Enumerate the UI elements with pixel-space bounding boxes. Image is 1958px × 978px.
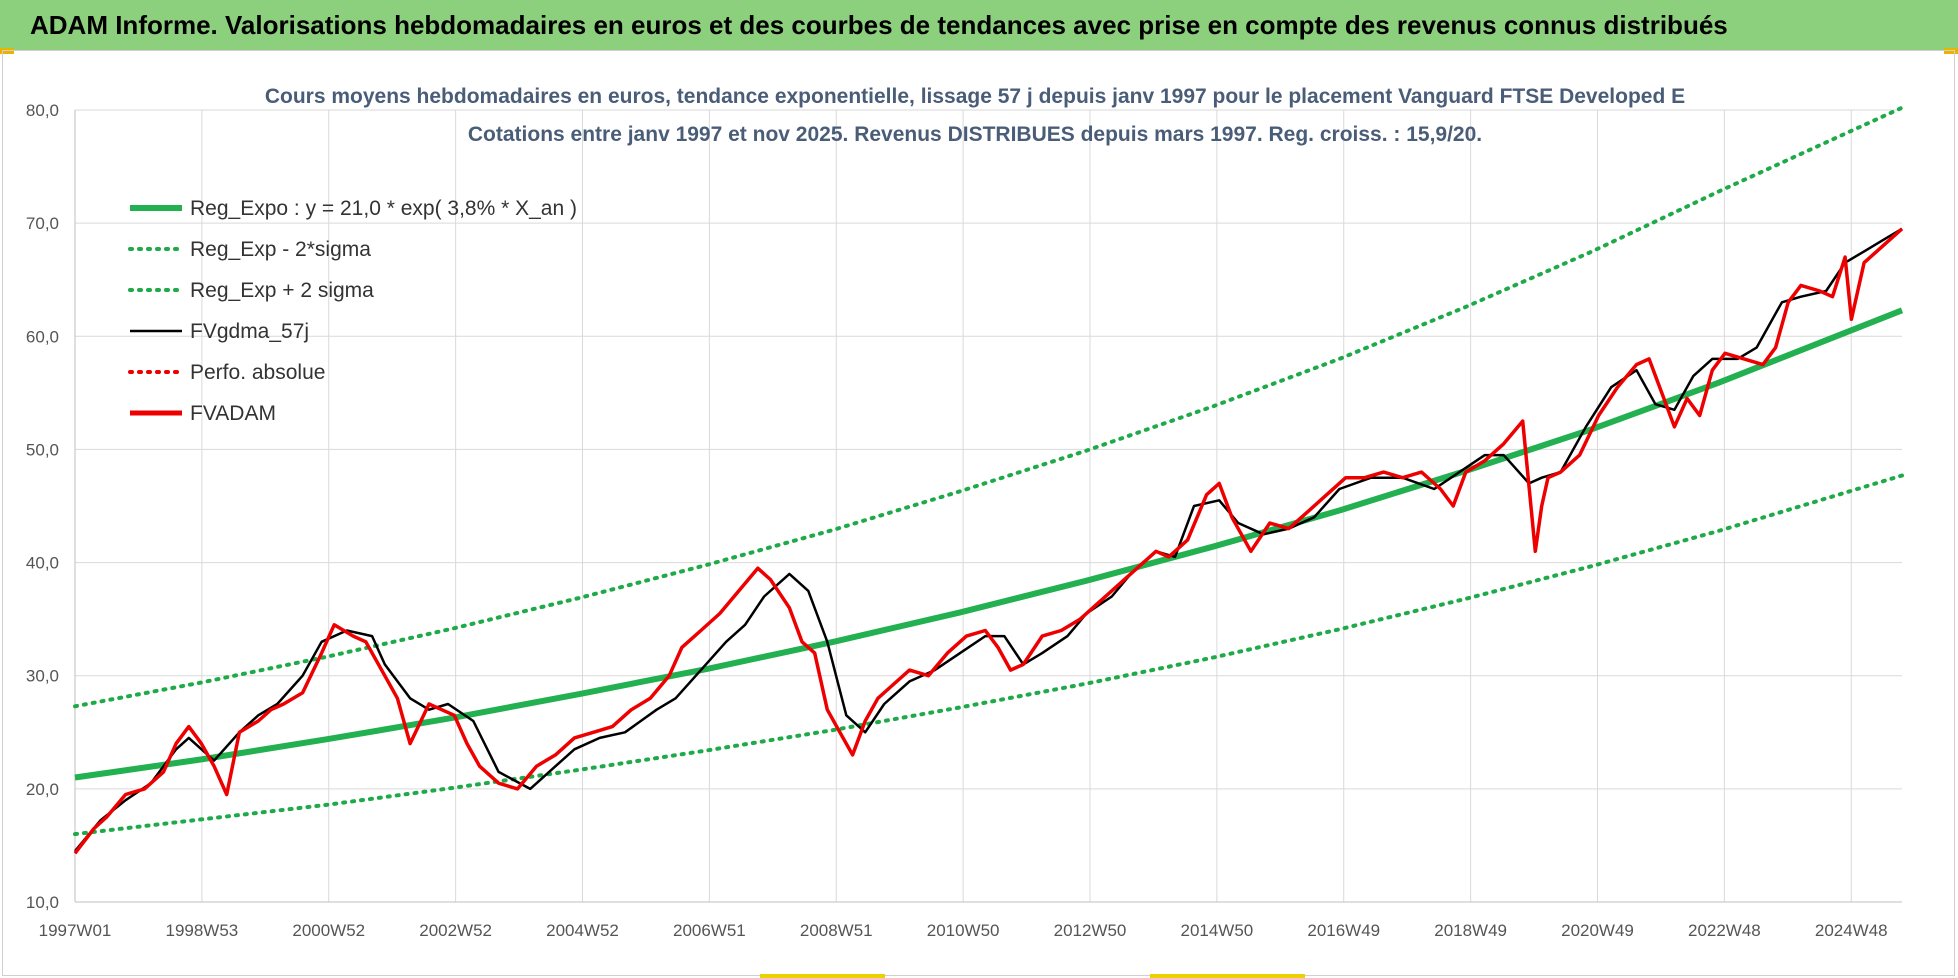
x-tick-label: 2018W49 [1434,921,1507,940]
y-tick-label: 20,0 [26,780,59,799]
x-tick-label: 2008W51 [800,921,873,940]
sheet-tab-indicator [760,974,885,978]
y-tick-label: 70,0 [26,214,59,233]
series-line-0 [74,307,1904,781]
x-tick-label: 2016W49 [1307,921,1380,940]
y-tick-label: 10,0 [26,893,59,912]
x-tick-label: 2022W48 [1688,921,1761,940]
chart-series [73,105,1904,855]
legend-label: Reg_Exp + 2 sigma [190,279,374,302]
series-line-3 [74,227,1903,852]
sheet-tab-indicator [1150,974,1305,978]
legend-label: FVADAM [190,402,276,425]
x-tick-label: 2010W50 [927,921,1000,940]
x-tick-label: 1997W01 [39,921,112,940]
y-tick-label: 30,0 [26,667,59,686]
x-tick-label: 2000W52 [292,921,365,940]
x-tick-label: 2020W49 [1561,921,1634,940]
y-tick-label: 60,0 [26,327,59,346]
chart-subtitle: Cotations entre janv 1997 et nov 2025. R… [468,123,1482,146]
chart-legend: Reg_Expo : y = 21,0 * exp( 3,8% * X_an )… [128,197,577,425]
x-tick-label: 2004W52 [546,921,619,940]
x-axis-ticks: 1997W01 1998W53 2000W52 2002W52 2004W52 2006W… [39,921,1888,940]
legend-label: Reg_Expo : y = 21,0 * exp( 3,8% * X_an ) [190,197,577,220]
x-tick-label: 2002W52 [419,921,492,940]
chart-frame [2,50,1955,976]
legend-label: FVgdma_57j [190,320,309,343]
y-tick-label: 50,0 [26,440,59,459]
banner-corner-left [0,48,14,54]
banner-corner-right [1944,48,1958,54]
x-tick-label: 2006W51 [673,921,746,940]
legend-label: Reg_Exp - 2*sigma [190,238,371,261]
y-tick-label: 80,0 [26,101,59,120]
x-tick-label: 2024W48 [1815,921,1888,940]
series-line-1 [73,473,1904,837]
chart-title: Cours moyens hebdomadaires en euros, ten… [265,85,1685,108]
y-axis-ticks: 10,0 20,0 30,0 40,0 50,0 60,0 70,0 80,0 [26,101,59,912]
x-tick-label: 1998W53 [165,921,238,940]
x-tick-label: 2014W50 [1180,921,1253,940]
chart-grid [74,109,1902,903]
series-line-5 [73,227,1904,855]
x-tick-label: 2012W50 [1054,921,1127,940]
report-banner: ADAM Informe. Valorisations hebdomadaire… [0,0,1958,50]
legend-label: Perfo. absolue [190,361,325,384]
y-tick-label: 40,0 [26,554,59,573]
